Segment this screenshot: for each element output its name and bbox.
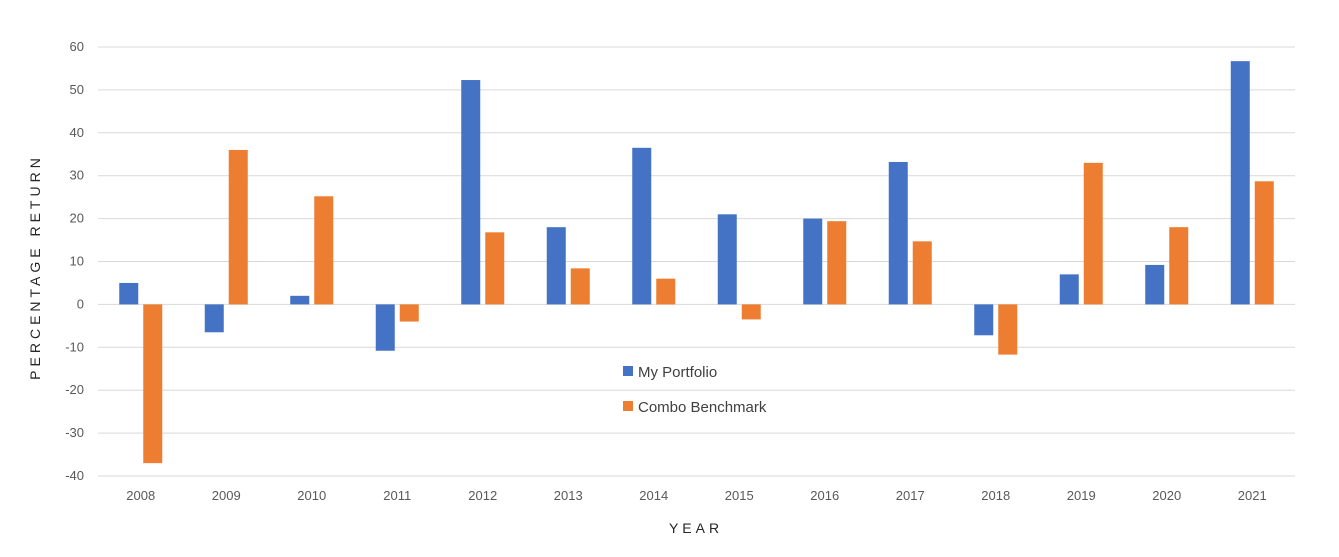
x-axis-ticks: 2008 2009 2010 2011 2012 2013 2014 2015 2016 2017… [126, 488, 1266, 503]
bar-combo-benchmark-2008 [143, 304, 163, 464]
legend-swatch-my-portfolio [623, 366, 633, 376]
bar-combo-benchmark-2019 [1083, 162, 1103, 305]
x-tick-label: 2020 [1152, 488, 1181, 503]
bar-my-portfolio-2008 [119, 282, 139, 305]
x-tick-label: 2021 [1238, 488, 1267, 503]
x-tick-label: 2009 [212, 488, 241, 503]
bar-combo-benchmark-2016 [827, 221, 847, 305]
y-tick-label: 20 [70, 211, 84, 226]
x-tick-label: 2008 [126, 488, 155, 503]
y-tick-label: -20 [65, 382, 84, 397]
bar-my-portfolio-2015 [717, 214, 737, 305]
bar-combo-benchmark-2020 [1169, 227, 1189, 305]
y-tick-label: 10 [70, 254, 84, 269]
y-axis-title: PERCENTAGE RETURN [27, 154, 43, 380]
bar-combo-benchmark-2013 [570, 268, 590, 305]
bar-my-portfolio-2018 [974, 304, 994, 336]
bar-combo-benchmark-2018 [998, 304, 1018, 355]
bar-combo-benchmark-2017 [912, 241, 932, 305]
x-tick-label: 2011 [383, 488, 411, 503]
legend-label-combo-benchmark: Combo Benchmark [638, 399, 767, 416]
bar-combo-benchmark-2012 [485, 232, 505, 305]
legend: My Portfolio Combo Benchmark [623, 364, 767, 416]
x-tick-label: 2010 [297, 488, 326, 503]
bar-my-portfolio-2016 [803, 218, 823, 305]
x-tick-label: 2012 [468, 488, 497, 503]
y-axis-ticks: 60 50 40 30 20 10 0 -10 -20 -30 -40 [65, 39, 84, 483]
x-tick-label: 2015 [725, 488, 754, 503]
x-axis-title: YEAR [669, 520, 723, 536]
bar-combo-benchmark-2010 [314, 196, 334, 305]
y-tick-label: 50 [70, 82, 84, 97]
y-tick-label: -40 [65, 468, 84, 483]
bar-combo-benchmark-2021 [1254, 181, 1274, 305]
legend-swatch-combo-benchmark [623, 401, 633, 411]
x-tick-label: 2019 [1067, 488, 1096, 503]
bar-my-portfolio-2020 [1145, 264, 1165, 305]
bar-my-portfolio-2019 [1059, 274, 1079, 305]
y-tick-label: 30 [70, 168, 84, 183]
bar-my-portfolio-2009 [204, 304, 224, 333]
y-tick-label: -30 [65, 425, 84, 440]
bars [119, 61, 1274, 464]
legend-label-my-portfolio: My Portfolio [638, 364, 717, 381]
y-tick-label: 0 [77, 296, 84, 311]
bar-my-portfolio-2014 [632, 147, 652, 305]
x-tick-label: 2018 [981, 488, 1010, 503]
bar-my-portfolio-2017 [888, 161, 908, 305]
bar-my-portfolio-2021 [1230, 61, 1250, 305]
x-tick-label: 2013 [554, 488, 583, 503]
bar-combo-benchmark-2015 [741, 304, 761, 320]
x-tick-label: 2016 [810, 488, 839, 503]
y-tick-label: -10 [65, 339, 84, 354]
bar-combo-benchmark-2009 [228, 149, 248, 305]
bar-my-portfolio-2011 [375, 304, 395, 351]
bar-my-portfolio-2012 [461, 80, 481, 305]
bar-my-portfolio-2010 [290, 295, 310, 305]
bar-combo-benchmark-2011 [399, 304, 419, 322]
y-tick-label: 60 [70, 39, 84, 54]
x-tick-label: 2014 [639, 488, 668, 503]
bar-my-portfolio-2013 [546, 227, 566, 305]
x-tick-label: 2017 [896, 488, 925, 503]
bar-combo-benchmark-2014 [656, 278, 676, 305]
y-tick-label: 40 [70, 125, 84, 140]
